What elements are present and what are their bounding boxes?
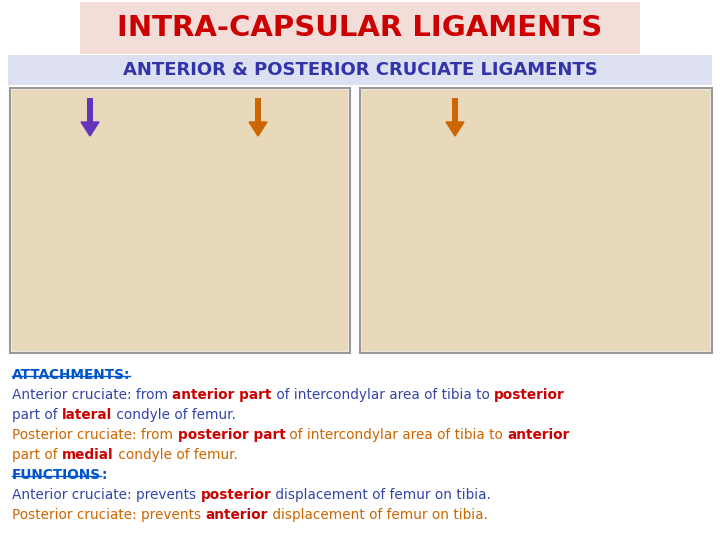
Text: Anterior cruciate: Anterior cruciate: [12, 488, 127, 502]
Text: displacement of femur on tibia.: displacement of femur on tibia.: [268, 508, 488, 522]
Polygon shape: [81, 122, 99, 136]
Text: posterior: posterior: [200, 488, 271, 502]
Text: part of: part of: [12, 448, 62, 462]
Text: anterior part: anterior part: [172, 388, 271, 402]
Bar: [8, 55, 712, 85]
Bar: [255, 98, 261, 122]
Text: FUNCTIONS: FUNCTIONS: [12, 468, 101, 482]
Text: part of: part of: [12, 408, 62, 422]
Text: Posterior cruciate: Posterior cruciate: [12, 428, 132, 442]
Bar: [362, 90, 710, 351]
Text: INTRA-CAPSULAR LIGAMENTS: INTRA-CAPSULAR LIGAMENTS: [117, 14, 603, 42]
Text: ANTERIOR & POSTERIOR CRUCIATE LIGAMENTS: ANTERIOR & POSTERIOR CRUCIATE LIGAMENTS: [122, 61, 598, 79]
Text: : from: : from: [132, 428, 178, 442]
Bar: [452, 98, 458, 122]
Text: anterior: anterior: [508, 428, 570, 442]
Bar: [10, 88, 350, 353]
Bar: [360, 88, 712, 353]
Polygon shape: [249, 122, 267, 136]
Text: displacement of femur on tibia.: displacement of femur on tibia.: [271, 488, 491, 502]
Bar: [12, 90, 348, 351]
Bar: [87, 98, 93, 122]
Polygon shape: [446, 122, 464, 136]
Text: posterior part: posterior part: [178, 428, 285, 442]
Text: medial: medial: [62, 448, 114, 462]
Text: : from: : from: [127, 388, 172, 402]
Text: of intercondylar area of tibia to: of intercondylar area of tibia to: [271, 388, 494, 402]
Text: : prevents: : prevents: [132, 508, 206, 522]
Text: anterior: anterior: [206, 508, 268, 522]
Text: : prevents: : prevents: [127, 488, 200, 502]
Text: :: :: [101, 468, 107, 482]
Text: Posterior cruciate: Posterior cruciate: [12, 508, 132, 522]
Text: of intercondylar area of tibia to: of intercondylar area of tibia to: [285, 428, 508, 442]
Text: condyle of femur.: condyle of femur.: [114, 448, 238, 462]
Bar: [80, 2, 640, 54]
Text: condyle of femur.: condyle of femur.: [112, 408, 236, 422]
Text: lateral: lateral: [62, 408, 112, 422]
Text: Anterior cruciate: Anterior cruciate: [12, 388, 127, 402]
Text: ATTACHMENTS:: ATTACHMENTS:: [12, 368, 130, 382]
Text: posterior: posterior: [494, 388, 564, 402]
